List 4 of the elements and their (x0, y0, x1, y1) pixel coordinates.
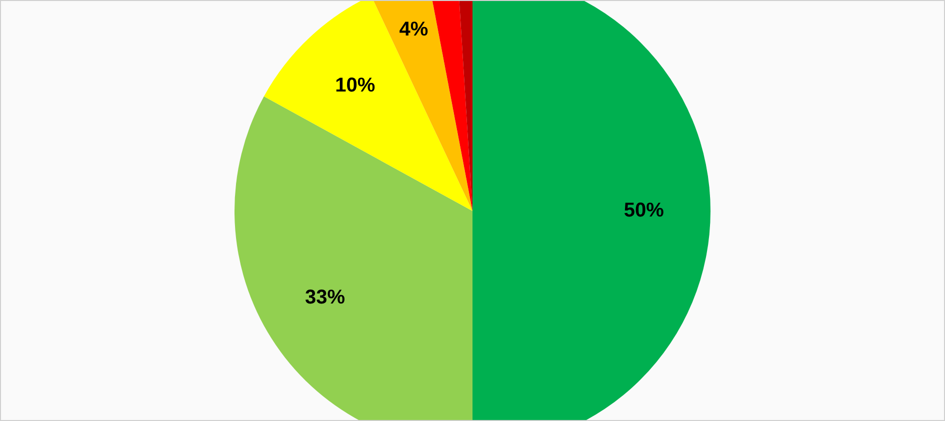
data-label: 10% (335, 74, 376, 97)
data-label: 50% (624, 200, 664, 222)
data-label: 33% (304, 286, 346, 309)
data-label: 4% (399, 18, 428, 40)
